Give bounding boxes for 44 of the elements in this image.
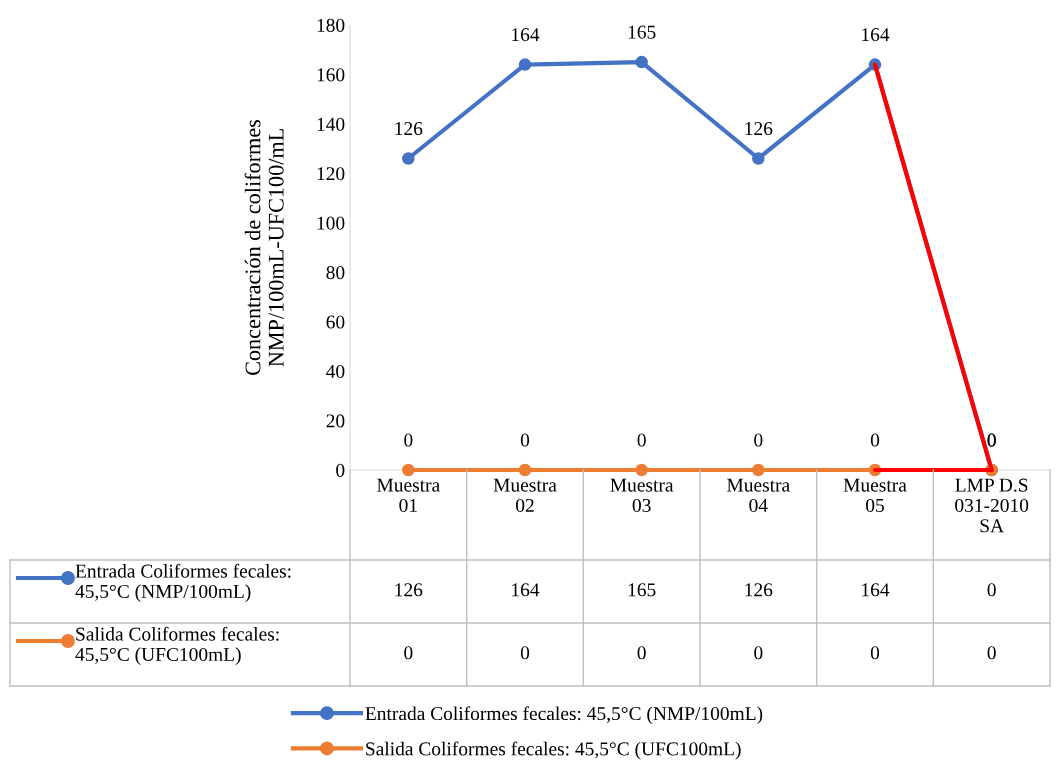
data-label: 126: [745, 583, 773, 597]
x-tick-label: Muestra 03: [610, 478, 674, 513]
y-tick-label: 180: [317, 18, 345, 32]
text: 126: [745, 122, 773, 136]
text: Salida Coliformes fecales: 45,5°C (UFC100mL): [366, 741, 741, 760]
y-tick-label: 0: [336, 463, 345, 477]
text: Entrada Coliformes fecales: 45,5°C (NMP/100mL): [365, 706, 763, 725]
data-label: 0: [404, 646, 413, 660]
text: 0: [987, 433, 996, 447]
data-label: 126: [395, 583, 423, 597]
y-tick-label: 60: [326, 315, 345, 329]
y-tick-label: 140: [317, 117, 345, 131]
data-label: 0: [520, 646, 530, 660]
data-label: 0: [870, 646, 880, 660]
data-label: 164: [862, 583, 890, 597]
text: 164: [512, 28, 540, 42]
data-label: 0: [637, 646, 646, 660]
x-tick-label: Muestra 01: [377, 478, 440, 513]
x-tick-label: Muestra 05: [843, 478, 907, 513]
data-label: 164: [512, 583, 540, 597]
text: 0: [404, 433, 413, 447]
text: 126: [395, 122, 423, 136]
x-tick-label: LMP D.S 031-2010 SA: [955, 478, 1029, 533]
legend-label: Salida Coliformes fecales: 45,5°C (UFC100mL): [75, 626, 279, 665]
y-tick-label: 160: [317, 68, 345, 82]
data-label: 165: [628, 583, 656, 597]
data-label: 0: [754, 646, 763, 660]
text: 0: [754, 433, 763, 447]
y-tick-label: 120: [317, 167, 345, 181]
text: 0: [637, 433, 646, 447]
y-tick-label: 100: [317, 216, 345, 230]
y-tick-label: 40: [326, 364, 345, 379]
text: 164: [862, 28, 890, 42]
legend-label: Entrada Coliformes fecales: 45,5°C (NMP/100mL): [75, 563, 291, 602]
data-label: 0: [987, 583, 996, 597]
data-label: 0: [987, 646, 996, 660]
text: 0: [520, 433, 530, 447]
x-tick-label: Muestra 02: [493, 478, 557, 513]
y-tick-label: 80: [326, 266, 345, 280]
text: 0: [870, 433, 880, 447]
text: 165: [628, 25, 656, 39]
y-axis-title: Concentración de coliformes NMP/100mL-UFC100/mL: [244, 119, 284, 375]
y-tick-label: 20: [326, 414, 345, 428]
x-tick-label: Muestra 04: [727, 478, 790, 513]
